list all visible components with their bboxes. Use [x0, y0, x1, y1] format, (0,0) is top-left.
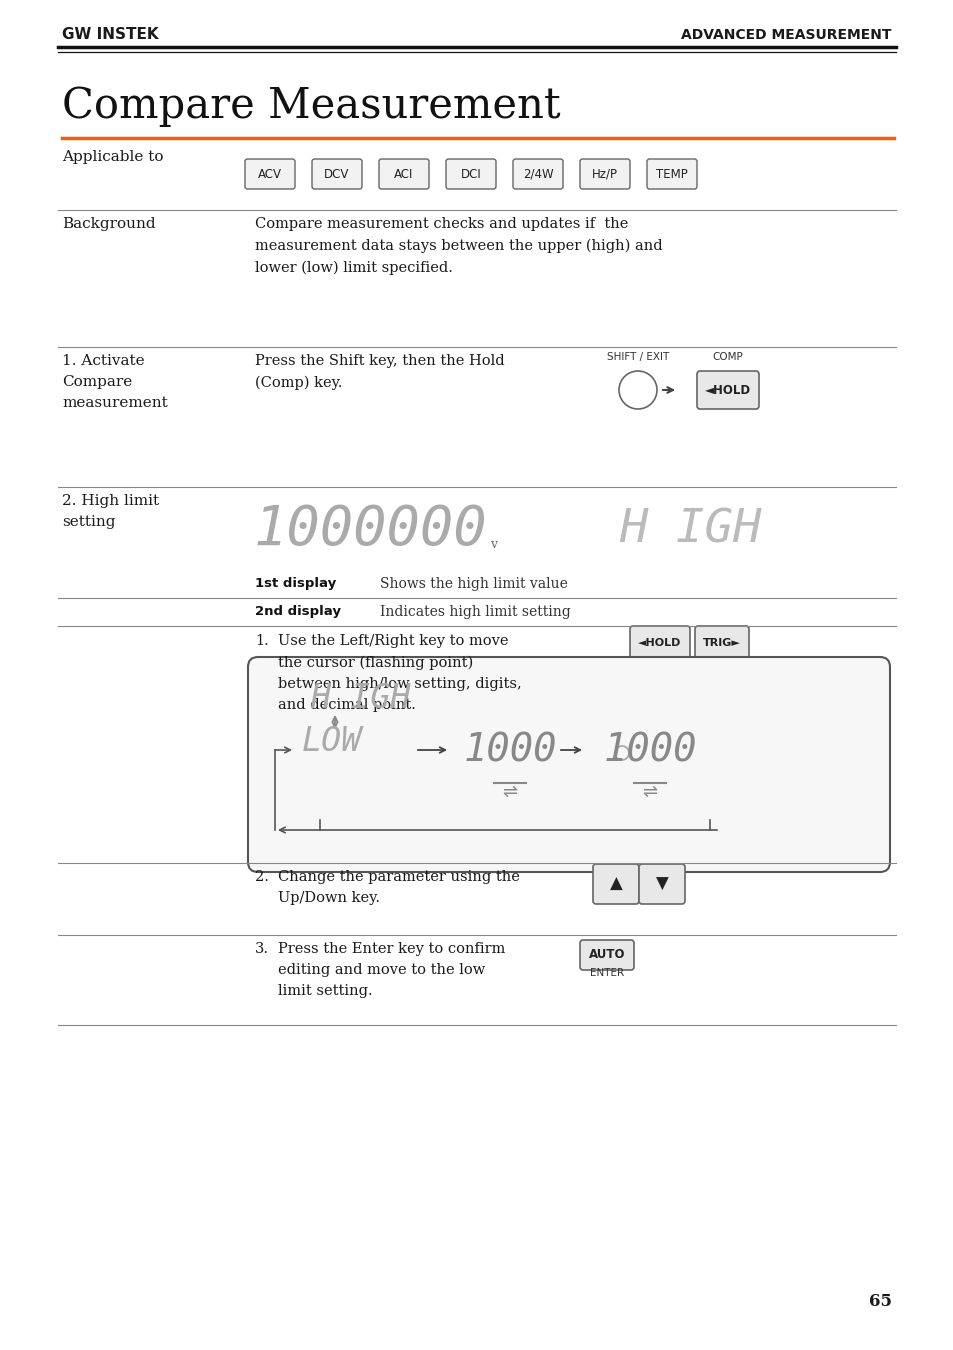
Text: TRIG►: TRIG►: [702, 639, 740, 648]
FancyBboxPatch shape: [245, 159, 294, 189]
Text: 65: 65: [868, 1293, 891, 1310]
FancyBboxPatch shape: [248, 657, 889, 872]
Text: 1000: 1000: [602, 730, 696, 769]
Text: 1.: 1.: [254, 634, 269, 648]
Text: SHIFT / EXIT: SHIFT / EXIT: [606, 352, 668, 362]
FancyBboxPatch shape: [646, 159, 697, 189]
FancyBboxPatch shape: [579, 159, 629, 189]
FancyBboxPatch shape: [629, 626, 689, 660]
Text: Use the Left/Right key to move
the cursor (flashing point)
between high/low sett: Use the Left/Right key to move the curso…: [277, 634, 521, 711]
Text: ADVANCED MEASUREMENT: ADVANCED MEASUREMENT: [680, 28, 891, 42]
Text: ▲: ▲: [609, 875, 621, 892]
Text: TEMP: TEMP: [656, 167, 687, 181]
Text: 1000000: 1000000: [253, 504, 486, 558]
Text: Compare measurement checks and updates if  the
measurement data stays between th: Compare measurement checks and updates i…: [254, 217, 662, 274]
Text: Background: Background: [62, 217, 155, 231]
Text: LOW: LOW: [302, 725, 362, 757]
Text: DCV: DCV: [324, 167, 350, 181]
Text: 1st display: 1st display: [254, 576, 335, 590]
Text: v: v: [490, 539, 497, 552]
FancyBboxPatch shape: [579, 940, 634, 971]
FancyBboxPatch shape: [639, 864, 684, 904]
Text: 1. Activate
Compare
measurement: 1. Activate Compare measurement: [62, 354, 168, 410]
Text: 3.: 3.: [254, 942, 269, 956]
FancyBboxPatch shape: [593, 864, 639, 904]
Text: ⇌: ⇌: [502, 783, 517, 801]
Text: COMP: COMP: [712, 352, 742, 362]
Text: ⇌: ⇌: [641, 783, 657, 801]
Text: ◄HOLD: ◄HOLD: [638, 639, 681, 648]
Text: ACV: ACV: [257, 167, 282, 181]
FancyBboxPatch shape: [513, 159, 562, 189]
Text: Press the Shift key, then the Hold
(Comp) key.: Press the Shift key, then the Hold (Comp…: [254, 354, 504, 390]
Text: H IGH: H IGH: [618, 508, 760, 552]
Text: 1000: 1000: [463, 730, 557, 769]
Text: Indicates high limit setting: Indicates high limit setting: [379, 605, 570, 620]
Text: ▼: ▼: [655, 875, 668, 892]
FancyBboxPatch shape: [378, 159, 429, 189]
Text: AUTO: AUTO: [588, 949, 624, 961]
FancyBboxPatch shape: [446, 159, 496, 189]
FancyBboxPatch shape: [697, 371, 759, 409]
Text: DCI: DCI: [460, 167, 481, 181]
Text: Press the Enter key to confirm
editing and move to the low
limit setting.: Press the Enter key to confirm editing a…: [277, 942, 505, 998]
Text: GW INSTEK: GW INSTEK: [62, 27, 158, 42]
Text: 2.: 2.: [254, 869, 269, 884]
Text: Compare Measurement: Compare Measurement: [62, 85, 560, 127]
Text: ENTER: ENTER: [589, 968, 623, 977]
Text: ACI: ACI: [394, 167, 414, 181]
Text: Applicable to: Applicable to: [62, 150, 163, 163]
Text: 2nd display: 2nd display: [254, 605, 340, 618]
Text: Change the parameter using the
Up/Down key.: Change the parameter using the Up/Down k…: [277, 869, 519, 904]
Text: H IGH: H IGH: [310, 682, 410, 716]
FancyBboxPatch shape: [312, 159, 361, 189]
FancyBboxPatch shape: [695, 626, 748, 660]
Text: 2/4W: 2/4W: [522, 167, 553, 181]
Text: ◄HOLD: ◄HOLD: [704, 383, 750, 397]
Text: Hz/P: Hz/P: [592, 167, 618, 181]
Text: 2. High limit
setting: 2. High limit setting: [62, 494, 159, 529]
Text: Shows the high limit value: Shows the high limit value: [379, 576, 567, 591]
